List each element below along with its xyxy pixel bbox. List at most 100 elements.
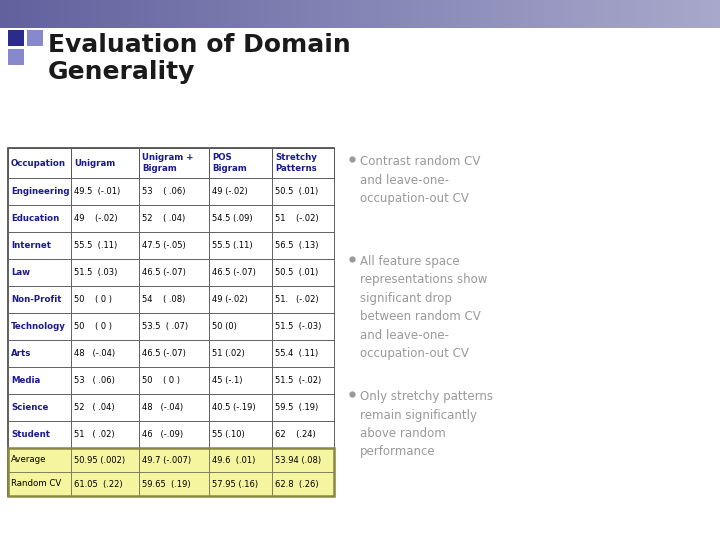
Bar bbox=[605, 0, 608, 28]
Bar bbox=[504, 0, 508, 28]
Bar bbox=[71, 205, 139, 232]
Text: Engineering: Engineering bbox=[11, 187, 70, 196]
Bar bbox=[209, 148, 272, 178]
Text: 54    ( .08): 54 ( .08) bbox=[142, 295, 185, 304]
Bar bbox=[461, 0, 464, 28]
Bar bbox=[209, 421, 272, 448]
Bar bbox=[662, 0, 666, 28]
Bar bbox=[25, 0, 29, 28]
Text: 46.5 (-.07): 46.5 (-.07) bbox=[142, 349, 186, 358]
Bar bbox=[284, 0, 288, 28]
Text: Contrast random CV
and leave-one-
occupation-out CV: Contrast random CV and leave-one- occupa… bbox=[360, 155, 480, 205]
Bar bbox=[684, 0, 688, 28]
Bar bbox=[274, 0, 277, 28]
Bar bbox=[317, 0, 320, 28]
Bar bbox=[71, 148, 139, 178]
Bar bbox=[389, 0, 392, 28]
Bar bbox=[641, 0, 644, 28]
Text: 55 (.10): 55 (.10) bbox=[212, 430, 245, 439]
Bar bbox=[205, 0, 209, 28]
Bar bbox=[130, 0, 133, 28]
Text: 46   (-.09): 46 (-.09) bbox=[142, 430, 183, 439]
Bar bbox=[677, 0, 680, 28]
Bar bbox=[310, 0, 313, 28]
Text: 49.6  (.01): 49.6 (.01) bbox=[212, 456, 256, 464]
Bar bbox=[637, 0, 641, 28]
Bar bbox=[695, 0, 698, 28]
Bar bbox=[360, 0, 364, 28]
Bar bbox=[716, 0, 720, 28]
Text: POS
Bigram: POS Bigram bbox=[212, 153, 247, 173]
Bar bbox=[320, 0, 324, 28]
Text: 51.5  (.03): 51.5 (.03) bbox=[74, 268, 117, 277]
Bar bbox=[209, 0, 212, 28]
Bar bbox=[698, 0, 702, 28]
Text: 51.5  (-.03): 51.5 (-.03) bbox=[275, 322, 321, 331]
Bar bbox=[367, 0, 371, 28]
Text: 49 (-.02): 49 (-.02) bbox=[212, 187, 248, 196]
Bar bbox=[209, 286, 272, 313]
Bar bbox=[396, 0, 400, 28]
Bar bbox=[202, 0, 205, 28]
Bar bbox=[209, 313, 272, 340]
Bar bbox=[432, 0, 436, 28]
Bar bbox=[209, 472, 272, 496]
Bar bbox=[151, 0, 155, 28]
Bar bbox=[8, 340, 71, 367]
Bar bbox=[209, 178, 272, 205]
Bar bbox=[346, 0, 349, 28]
Bar bbox=[508, 0, 511, 28]
Bar bbox=[569, 0, 572, 28]
Bar bbox=[234, 0, 238, 28]
Text: 51    (-.02): 51 (-.02) bbox=[275, 214, 319, 223]
Bar bbox=[139, 232, 209, 259]
Bar bbox=[666, 0, 670, 28]
Bar bbox=[688, 0, 691, 28]
Text: Unigram +
Bigram: Unigram + Bigram bbox=[142, 153, 194, 173]
Bar bbox=[8, 148, 71, 178]
Text: 55.5  (.11): 55.5 (.11) bbox=[74, 241, 117, 250]
Bar bbox=[272, 367, 334, 394]
Bar bbox=[400, 0, 403, 28]
Bar bbox=[139, 367, 209, 394]
Bar bbox=[457, 0, 461, 28]
Bar bbox=[558, 0, 562, 28]
Bar bbox=[162, 0, 166, 28]
Text: 50 (0): 50 (0) bbox=[212, 322, 237, 331]
Bar bbox=[144, 0, 148, 28]
Bar bbox=[272, 394, 334, 421]
Text: Stretchy
Patterns: Stretchy Patterns bbox=[275, 153, 317, 173]
Text: 51.5  (-.02): 51.5 (-.02) bbox=[275, 376, 321, 385]
Bar bbox=[468, 0, 472, 28]
Bar bbox=[194, 0, 198, 28]
Bar bbox=[94, 0, 97, 28]
Bar bbox=[515, 0, 518, 28]
Bar bbox=[554, 0, 558, 28]
Bar bbox=[8, 448, 334, 496]
Bar bbox=[71, 232, 139, 259]
Bar bbox=[139, 148, 209, 178]
Bar bbox=[338, 0, 342, 28]
Bar bbox=[403, 0, 407, 28]
Bar bbox=[266, 0, 270, 28]
Bar bbox=[436, 0, 439, 28]
Bar bbox=[139, 340, 209, 367]
Bar bbox=[644, 0, 648, 28]
Bar bbox=[418, 0, 421, 28]
Bar bbox=[252, 0, 256, 28]
Bar bbox=[342, 0, 346, 28]
Bar bbox=[139, 178, 209, 205]
Text: Evaluation of Domain
Generality: Evaluation of Domain Generality bbox=[48, 33, 351, 84]
Bar bbox=[490, 0, 493, 28]
Bar bbox=[414, 0, 418, 28]
Bar bbox=[8, 448, 71, 472]
Text: 50.5  (.01): 50.5 (.01) bbox=[275, 187, 318, 196]
Bar bbox=[22, 0, 25, 28]
Bar bbox=[551, 0, 554, 28]
Text: Technology: Technology bbox=[11, 322, 66, 331]
Bar bbox=[547, 0, 551, 28]
Bar bbox=[139, 259, 209, 286]
Bar bbox=[598, 0, 601, 28]
Text: Science: Science bbox=[11, 403, 48, 412]
Bar bbox=[536, 0, 540, 28]
